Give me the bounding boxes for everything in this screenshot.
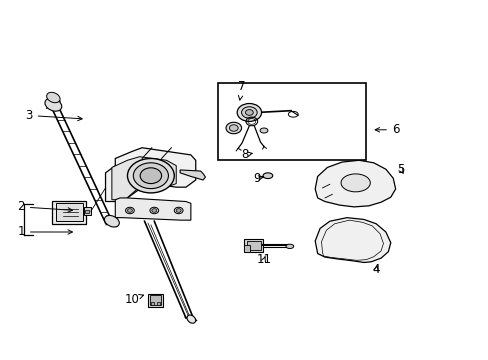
Ellipse shape: [237, 104, 261, 121]
Ellipse shape: [104, 215, 119, 227]
Ellipse shape: [125, 207, 134, 214]
Bar: [56, 203, 82, 221]
Ellipse shape: [45, 98, 61, 111]
Ellipse shape: [150, 207, 158, 214]
Text: 2: 2: [18, 201, 72, 213]
Text: 7: 7: [238, 80, 245, 100]
Ellipse shape: [127, 209, 132, 212]
Polygon shape: [247, 241, 260, 250]
Ellipse shape: [225, 122, 241, 134]
Ellipse shape: [245, 109, 253, 115]
Bar: [217, 83, 366, 160]
Ellipse shape: [241, 107, 257, 118]
Polygon shape: [315, 218, 390, 262]
Bar: [83, 207, 91, 215]
Ellipse shape: [127, 158, 174, 193]
Ellipse shape: [152, 209, 157, 212]
Bar: [151, 302, 154, 305]
Polygon shape: [115, 198, 190, 220]
Bar: [52, 201, 85, 224]
Text: 9: 9: [252, 172, 263, 185]
Polygon shape: [224, 122, 242, 135]
Polygon shape: [180, 170, 205, 180]
Text: 10: 10: [124, 293, 143, 306]
Polygon shape: [105, 148, 195, 202]
Ellipse shape: [46, 92, 60, 103]
Ellipse shape: [229, 125, 238, 131]
Text: 11: 11: [256, 253, 271, 266]
Ellipse shape: [260, 128, 267, 133]
Text: 4: 4: [372, 263, 379, 276]
Ellipse shape: [263, 173, 272, 179]
Ellipse shape: [285, 244, 293, 248]
Ellipse shape: [340, 174, 369, 192]
Ellipse shape: [176, 209, 181, 212]
Ellipse shape: [186, 315, 195, 323]
Bar: [85, 211, 89, 213]
Text: 6: 6: [374, 123, 399, 136]
Polygon shape: [244, 239, 263, 252]
Ellipse shape: [133, 163, 168, 189]
Text: 5: 5: [396, 163, 404, 176]
Ellipse shape: [174, 207, 183, 214]
Text: 3: 3: [25, 109, 82, 122]
Text: 1: 1: [18, 225, 72, 238]
Polygon shape: [112, 157, 176, 200]
Polygon shape: [315, 160, 395, 207]
Polygon shape: [150, 296, 160, 305]
Ellipse shape: [140, 168, 161, 184]
Polygon shape: [148, 294, 162, 307]
Bar: [244, 245, 250, 252]
Bar: [157, 302, 159, 305]
Text: 8: 8: [240, 148, 252, 161]
